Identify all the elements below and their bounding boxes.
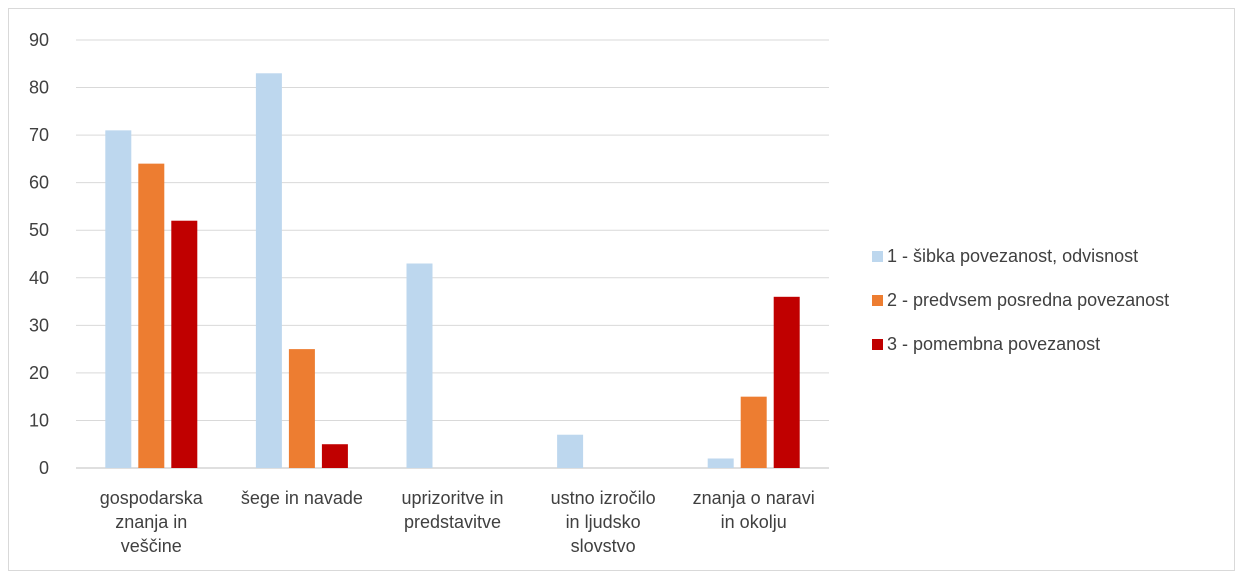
x-category-label-line: znanja o naravi (693, 488, 815, 508)
legend: 1 - šibka povezanost, odvisnost 2 - pred… (872, 245, 1169, 377)
bar-series-3 (321, 444, 348, 468)
bar-chart: 0 10 20 30 40 50 60 70 80 90 gospodarska znanja in v… (29, 30, 829, 556)
x-category-label-line: predstavitve (404, 512, 501, 532)
bar-series-2 (138, 163, 165, 468)
x-category-label-line: ustno izročilo (551, 488, 656, 508)
y-tick-label: 70 (29, 125, 49, 145)
x-category-label-line: znanja in (115, 512, 187, 532)
x-category-label: šege in navade (241, 488, 363, 508)
x-category-label-line: uprizoritve in (401, 488, 503, 508)
legend-label-series-3: 3 - pomembna povezanost (887, 333, 1101, 354)
y-tick-label: 10 (29, 410, 49, 430)
legend-swatch-series-1 (872, 250, 883, 262)
x-category-label: ustno izročilo in ljudsko slovstvo (551, 488, 656, 556)
bar-series-3 (773, 296, 800, 468)
y-tick-label: 90 (29, 30, 49, 50)
y-tick-label: 60 (29, 173, 49, 193)
bar-series-1 (406, 263, 433, 468)
chart-frame: 0 10 20 30 40 50 60 70 80 90 gospodarska znanja in v… (8, 8, 1235, 571)
bar-series-1 (105, 130, 132, 468)
bar-series-2 (288, 349, 315, 468)
x-category-label-line: in okolju (721, 512, 787, 532)
x-category-label: gospodarska znanja in veščine (100, 488, 204, 556)
y-tick-label: 80 (29, 78, 49, 98)
y-tick-label: 20 (29, 363, 49, 383)
bar-series-1 (557, 434, 584, 468)
legend-item-series-2: 2 - predvsem posredna povezanost (872, 289, 1169, 311)
legend-item-series-3: 3 - pomembna povezanost (872, 333, 1169, 355)
legend-label-series-1: 1 - šibka povezanost, odvisnost (887, 245, 1139, 266)
legend-swatch-series-3 (872, 338, 883, 350)
legend-item-series-1: 1 - šibka povezanost, odvisnost (872, 245, 1169, 267)
bar-series-2 (740, 396, 767, 468)
bar-series-3 (171, 220, 198, 468)
y-tick-label: 0 (39, 458, 49, 478)
bar-series-1 (255, 73, 282, 469)
x-category-label-line: veščine (121, 536, 182, 556)
legend-swatch-series-2 (872, 294, 883, 306)
y-tick-label: 30 (29, 315, 49, 335)
x-category-label-line: šege in navade (241, 488, 363, 508)
bar-series-1 (707, 458, 734, 468)
y-tick-label: 50 (29, 220, 49, 240)
legend-label-series-2: 2 - predvsem posredna povezanost (887, 289, 1170, 310)
x-category-label: uprizoritve in predstavitve (401, 488, 503, 532)
x-category-label-line: in ljudsko (566, 512, 641, 532)
x-category-label-line: slovstvo (571, 536, 636, 556)
y-tick-label: 40 (29, 268, 49, 288)
x-category-label: znanja o naravi in okolju (693, 488, 815, 532)
x-category-label-line: gospodarska (100, 488, 204, 508)
